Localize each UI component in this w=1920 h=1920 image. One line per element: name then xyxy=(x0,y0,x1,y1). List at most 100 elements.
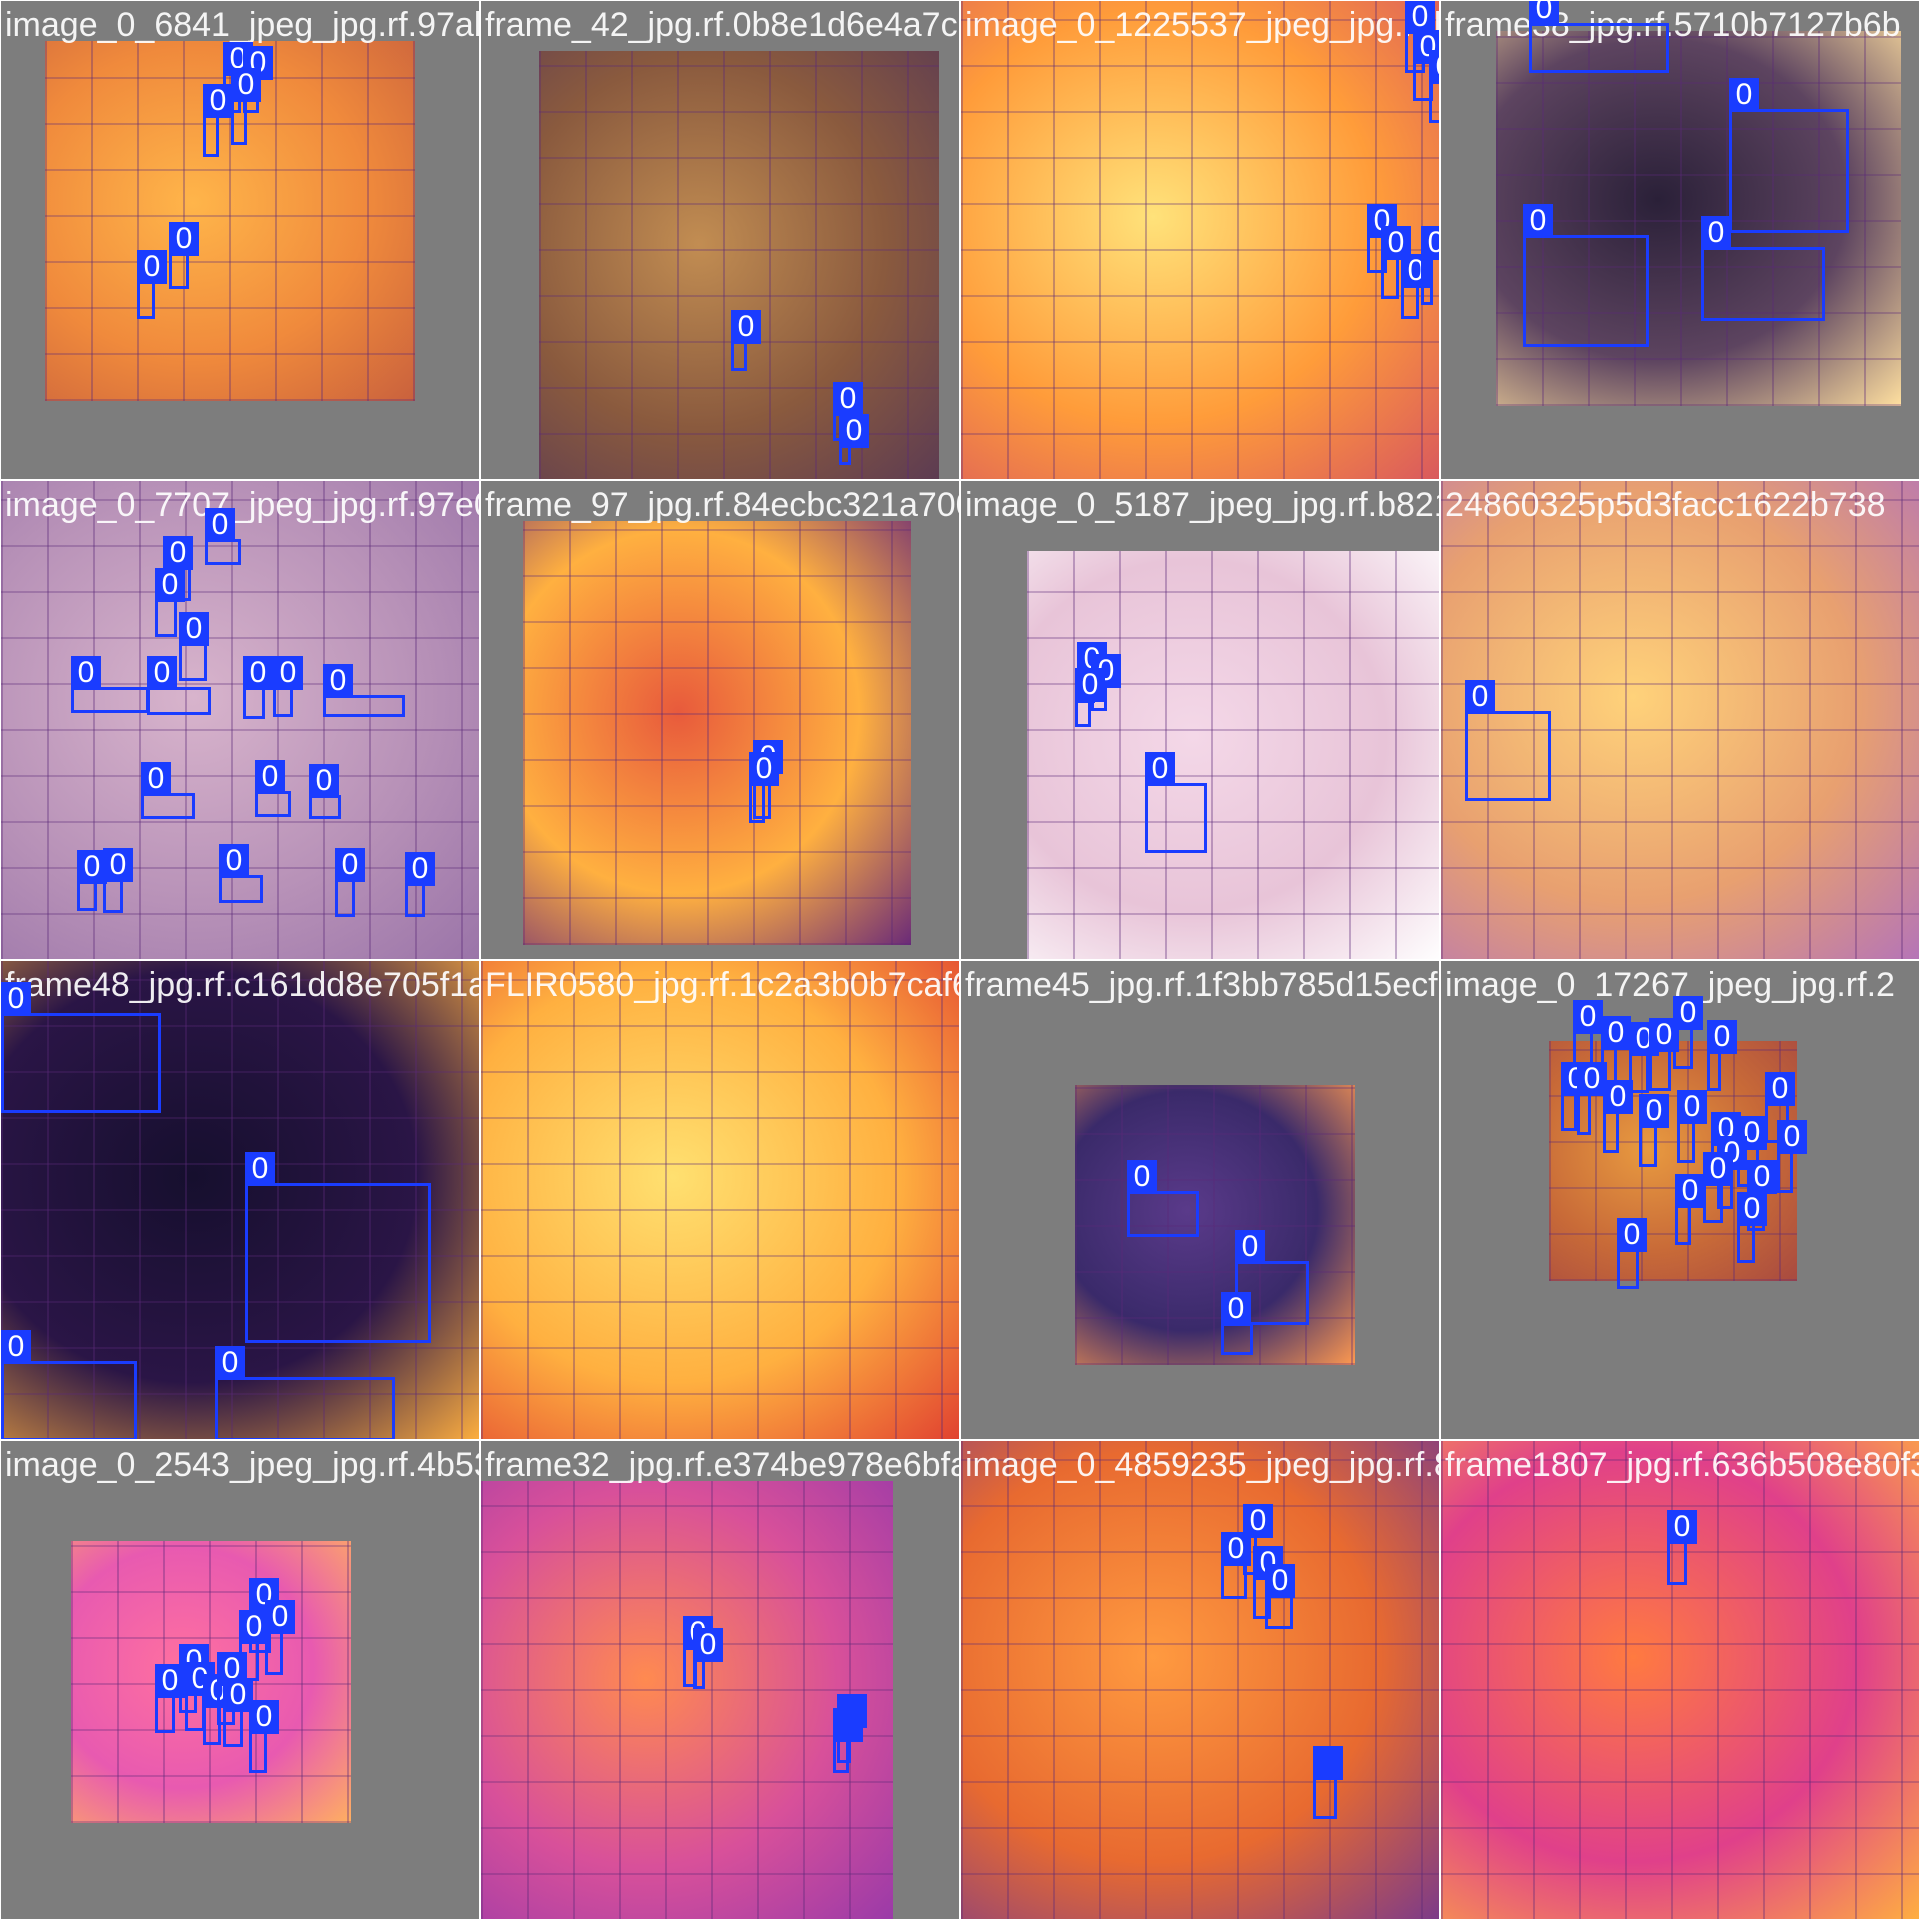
mosaic-tile: frame_42_jpg.rf.0b8e1d6e4a7c2f1b9d3a5e7c… xyxy=(480,0,960,480)
class-label: 0 xyxy=(231,68,261,102)
detection-box: 0 xyxy=(1675,1174,1705,1245)
thermal-image xyxy=(481,961,959,1439)
detection-box: 0 xyxy=(217,1652,247,1725)
class-label: 0 xyxy=(1465,680,1495,714)
thermal-image xyxy=(961,1,1439,479)
mosaic-tile: 24860325p5d3facc1622b738 0 xyxy=(1440,480,1920,960)
class-label: 0 xyxy=(179,612,209,646)
detection-box: 0 xyxy=(1707,1020,1737,1091)
class-label: 0 xyxy=(217,1652,247,1686)
detection-box: 0 xyxy=(749,752,779,823)
detection-box xyxy=(1313,1746,1343,1819)
detection-box: 0 xyxy=(77,850,107,911)
detection-box: 0 xyxy=(137,250,167,319)
class-label: 0 xyxy=(71,656,101,690)
detection-box: 0 xyxy=(1221,1292,1253,1355)
class-label: 0 xyxy=(205,508,235,542)
detection-box: 0 xyxy=(1667,1510,1697,1585)
tile-filename: frame38_jpg.rf.5710b7127b6b xyxy=(1445,6,1901,44)
class-label: 0 xyxy=(265,1600,295,1634)
class-label: 0 xyxy=(239,1610,269,1644)
class-label: 0 xyxy=(1573,1000,1603,1034)
detection-box: 0 xyxy=(205,508,241,565)
class-label: 0 xyxy=(1777,1120,1807,1154)
detection-box: 0 xyxy=(1465,680,1551,801)
tile-filename: frame_42_jpg.rf.0b8e1d6e4a7c2f1b9d3a5e7c… xyxy=(485,6,959,44)
class-label: 0 xyxy=(1405,1,1435,34)
detection-box: 0 xyxy=(1429,50,1439,123)
thermal-image xyxy=(961,1441,1439,1919)
detection-box: 0 xyxy=(163,536,193,601)
thermal-image xyxy=(539,51,939,479)
class-label xyxy=(1313,1746,1343,1780)
detection-box: 0 xyxy=(265,1600,295,1675)
mosaic-tile: FLIR0580_jpg.rf.1c2a3b0b7caf6ffa4537 xyxy=(480,960,960,1440)
detection-box: 0 xyxy=(1729,78,1849,233)
detection-box: 0 xyxy=(249,1700,279,1773)
class-label: 0 xyxy=(1,1330,31,1364)
class-label: 0 xyxy=(1601,1016,1631,1050)
mosaic-tile: image_0_2543_jpeg_jpg.rf.4b53c3202e8bd4 0… xyxy=(0,1440,480,1920)
detection-box: 0 xyxy=(179,612,209,681)
class-label: 0 xyxy=(1603,1080,1633,1114)
class-label: 0 xyxy=(249,1700,279,1734)
thermal-image xyxy=(1027,551,1439,959)
detection-box: 0 xyxy=(255,760,291,817)
detection-box: 0 xyxy=(693,1628,723,1689)
mosaic-tile: frame32_jpg.rf.e374be978e6bfa72ea000 xyxy=(480,1440,960,1920)
thermal-image xyxy=(1496,31,1901,406)
class-label: 0 xyxy=(833,382,863,416)
detection-box: 0 xyxy=(1,1330,137,1439)
class-label: 0 xyxy=(155,568,185,602)
detection-box: 0 xyxy=(1603,1080,1633,1153)
class-label: 0 xyxy=(219,844,249,878)
detection-box: 0 xyxy=(309,764,341,819)
detection-box: 0 xyxy=(169,222,199,289)
class-label: 0 xyxy=(1,982,31,1016)
class-label: 0 xyxy=(693,1628,723,1662)
detection-box: 0 xyxy=(155,568,185,637)
thermal-image xyxy=(1075,1085,1355,1365)
class-label: 0 xyxy=(203,84,233,118)
detection-box: 0 xyxy=(1777,1120,1807,1193)
mosaic-tile: image_0_17267_jpeg_jpg.rf.2 0 0 0 0 0 0 0 0 0 0 0 0 0… xyxy=(1440,960,1920,1440)
detection-box: 0 xyxy=(147,656,211,715)
class-label: 0 xyxy=(1675,1174,1705,1208)
detection-box: 0 xyxy=(71,656,149,713)
class-label: 0 xyxy=(77,850,107,884)
detection-box: 0 xyxy=(203,84,233,157)
class-label: 0 xyxy=(1421,226,1439,260)
detection-box: 0 xyxy=(1265,1564,1295,1629)
detection-box: 0 xyxy=(1677,1090,1707,1163)
class-label: 0 xyxy=(1429,50,1439,84)
detection-box: 0 xyxy=(839,414,869,465)
class-label: 0 xyxy=(1667,1510,1697,1544)
mosaic-tile: image_0_4859235_jpeg_jpg.rf.8fa81567ee3 0… xyxy=(960,1440,1440,1920)
detection-box: 0 xyxy=(1221,1532,1251,1599)
detection-box: 0 xyxy=(1,982,161,1113)
detection-box: 0 xyxy=(405,852,435,917)
thermal-image xyxy=(1441,481,1919,959)
class-label: 0 xyxy=(243,656,273,690)
mosaic-tile: frame1807_jpg.rf.636b508e80f3 0 xyxy=(1440,1440,1920,1920)
tile-filename: frame48_jpg.rf.c161dd8e705f1a9f0ba30 xyxy=(5,966,479,1004)
class-label: 0 xyxy=(1765,1072,1795,1106)
detection-box: 0 xyxy=(1145,752,1207,853)
detection-box: 0 xyxy=(185,1662,215,1731)
tile-filename: image_0_4859235_jpeg_jpg.rf.8fa81567ee3 xyxy=(965,1446,1440,1484)
tile-filename: 24860325p5d3facc1622b738 xyxy=(1445,486,1886,524)
detection-box: 0 xyxy=(1561,1062,1591,1131)
class-label: 0 xyxy=(1265,1564,1295,1598)
detection-box: 0 xyxy=(243,656,273,719)
class-label: 0 xyxy=(245,1152,275,1186)
class-label: 0 xyxy=(163,536,193,570)
detection-box: 0 xyxy=(223,1678,253,1747)
detection-box: 0 xyxy=(231,68,261,145)
class-label: 0 xyxy=(273,656,303,690)
class-label: 0 xyxy=(103,848,133,882)
detection-box: 0 xyxy=(1127,1160,1199,1237)
tile-filename: frame32_jpg.rf.e374be978e6bfa72ea0 xyxy=(485,1446,959,1484)
class-label: 0 xyxy=(137,250,167,284)
class-label: 0 xyxy=(731,310,761,344)
